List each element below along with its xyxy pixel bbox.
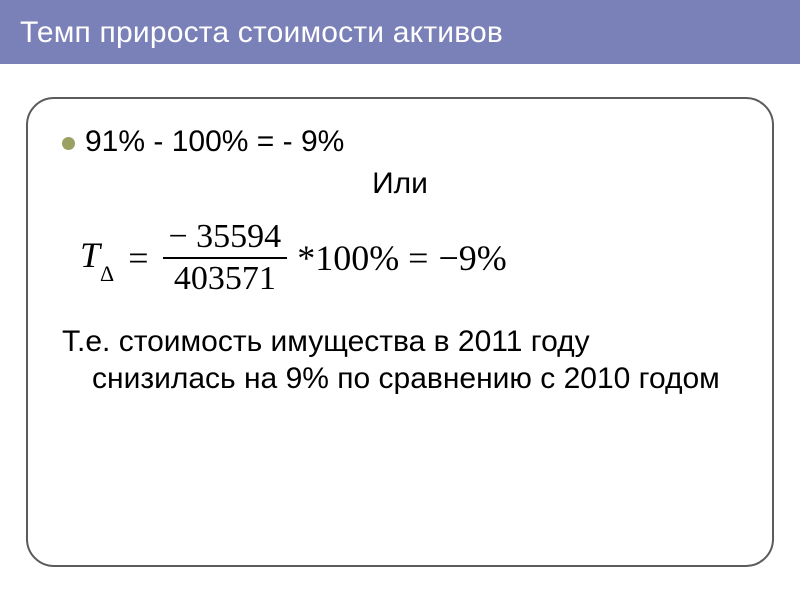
or-separator: Или	[62, 167, 738, 201]
fraction: − 35594 403571	[163, 219, 288, 296]
slide-title: Темп прироста стоимости активов	[0, 0, 800, 67]
formula-T: T	[80, 235, 100, 275]
equation-line-1: 91% - 100% = - 9%	[85, 125, 344, 159]
conclusion-line: Т.е. стоимость имущества в 2011 году сни…	[62, 324, 738, 397]
formula-result: −9%	[438, 237, 506, 279]
bullet-row-1: 91% - 100% = - 9%	[62, 125, 738, 159]
formula-symbol: TΔ	[80, 234, 114, 281]
equals-sign-1: =	[124, 237, 152, 279]
formula: TΔ = − 35594 403571 *100% = −9%	[80, 219, 738, 296]
fraction-numerator: − 35594	[163, 219, 288, 255]
fraction-denominator: 403571	[168, 261, 282, 297]
slide: Темп прироста стоимости активов 91% - 10…	[0, 0, 800, 600]
conclusion-text: Т.е. стоимость имущества в 2011 году сни…	[62, 324, 738, 397]
fraction-bar	[163, 257, 288, 259]
content-box: 91% - 100% = - 9% Или TΔ = − 35594 40357…	[26, 97, 774, 567]
bullet-icon	[62, 137, 75, 150]
formula-subscript: Δ	[100, 261, 114, 286]
formula-suffix: *100% =	[297, 237, 428, 279]
